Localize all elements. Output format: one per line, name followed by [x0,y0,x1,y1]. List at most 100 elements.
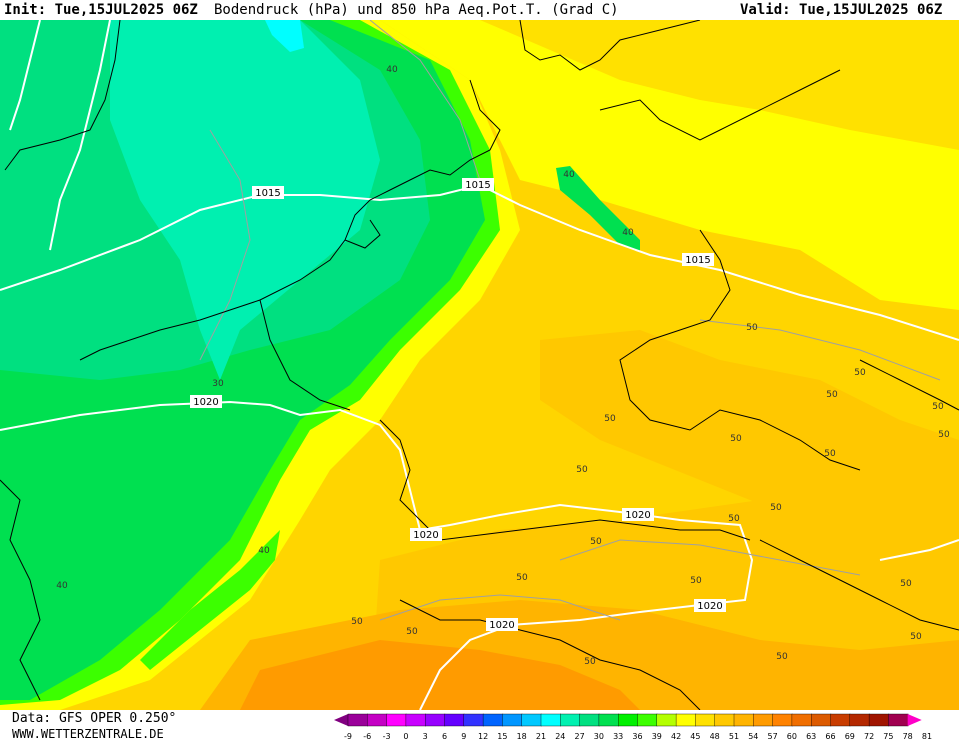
isobar-nw [9,20,41,131]
legend-swatch [733,713,754,727]
isobar-se [879,539,959,561]
color-legend: -9 -6 -3 0 3 6 9 12 15 18 21 24 27 30 33 36 39 42 45 48 51 54… [334,712,956,741]
field-deep-orange-s [240,640,640,710]
svg-text:1020: 1020 [625,510,650,521]
field-green-streak-ne [556,166,640,252]
legend-swatch [502,713,523,727]
border-be-fr [259,299,351,411]
svg-text:1015: 1015 [465,180,490,191]
coast-uk [4,20,121,171]
legend-swatch [618,713,639,727]
contour-e [699,319,941,381]
svg-text:1015: 1015 [685,255,710,266]
theta-label: 50 [576,465,588,475]
theta-label: 50 [900,579,912,589]
theta-label: 50 [728,514,740,524]
theta-label: 40 [56,581,68,591]
legend-tick-label: 54 [748,732,759,741]
map-title: Bodendruck (hPa) und 850 hPa Aeq.Pot.T. … [214,2,619,18]
border-east [859,359,959,411]
legend-tick-label: 39 [651,732,662,741]
coastlines-borders [0,20,959,710]
legend-bar [334,713,922,727]
legend-tick-label: 66 [825,732,836,741]
theta-label: 50 [730,434,742,444]
legend-tick-label: 0 [403,732,409,741]
svg-text:1015: 1015 [255,188,280,199]
isobar-label: 1020 [622,508,654,521]
init-time: Init: Tue,15JUL2025 06Z [4,2,198,18]
theta-label: 50 [910,632,922,642]
theta-label: 50 [776,652,788,662]
website-link[interactable]: WWW.WETTERZENTRALE.DE [12,727,164,741]
coast-ijsselmeer [344,219,381,249]
legend-tick-label: 81 [921,732,933,741]
border-de-pl-cz [619,229,861,471]
legend-tick-label: -9 [344,732,352,741]
legend-swatch [675,713,697,727]
legend-tick-label: 6 [441,732,448,741]
map-header: Init: Tue,15JUL2025 06Z Bodendruck (hPa)… [0,0,959,20]
legend-arrow-left [334,714,348,726]
legend-swatch [521,713,542,727]
legend-swatch [868,713,890,727]
theta-label: 50 [746,323,758,333]
border-ch-at [379,419,751,541]
isobar-labels: 1015 1015 1015 1020 1020 1020 1020 1020 [190,178,726,631]
legend-swatch [811,713,832,727]
legend-tick-label: 3 [422,732,428,741]
contour-d [379,594,621,621]
contour-b [199,129,251,361]
legend-swatch [695,713,716,727]
legend-tick-label: 60 [786,732,797,741]
coast-france-w [0,479,41,701]
data-source: Data: GFS OPER 0.250° [12,711,177,726]
field-cyan [265,20,304,52]
legend-swatch [791,713,812,727]
legend-swatch [367,713,388,727]
field-light-orange-n [480,20,959,150]
coast-baltic [599,69,841,141]
isobar-label: 1015 [682,253,714,266]
contour-a [369,20,481,181]
coast-denmark [519,20,701,71]
theta-label: 40 [258,546,270,556]
legend-swatch [540,713,561,727]
isobar-1020 [0,400,754,710]
legend-swatch [579,713,600,727]
legend-tick-label: 36 [632,732,643,741]
legend-swatch [482,713,504,727]
legend-swatch [656,713,677,727]
theta-label: 50 [770,503,782,513]
border-hu [759,539,959,631]
legend-tick-label: 18 [516,732,527,741]
isobar-label: 1015 [252,186,284,199]
theta-label: 40 [386,65,398,75]
contour-c [559,539,861,576]
legend-arrow-right [907,714,922,726]
isobar-1015 [0,183,959,341]
theta-label: 50 [690,576,702,586]
legend-tick-label: 15 [497,732,508,741]
theta-e-labels: 40 40 40 40 40 30 50 50 50 50 50 50 50 5… [56,65,950,667]
legend-tick-label: 51 [728,732,740,741]
legend-tick-label: 63 [806,732,817,741]
weather-map: 1015 1015 1015 1020 1020 1020 1020 1020 … [0,20,959,710]
theta-label: 50 [406,627,418,637]
legend-tick-label: -6 [363,732,372,741]
legend-tick-label: 78 [902,732,913,741]
legend-swatch [714,713,735,727]
theta-e-contours [199,20,941,621]
legend-tick-label: 27 [574,732,585,741]
theta-label: 40 [622,228,634,238]
isobar-label: 1020 [486,618,518,631]
theta-label: 50 [584,657,596,667]
svg-text:1020: 1020 [697,601,722,612]
legend-swatch [444,713,465,727]
isobar-label: 1020 [694,599,726,612]
theta-label: 50 [932,402,944,412]
legend-tick-label: 33 [613,732,624,741]
legend-swatch [347,713,368,727]
theta-label: 40 [563,170,575,180]
legend-tick-label: 48 [709,732,720,741]
